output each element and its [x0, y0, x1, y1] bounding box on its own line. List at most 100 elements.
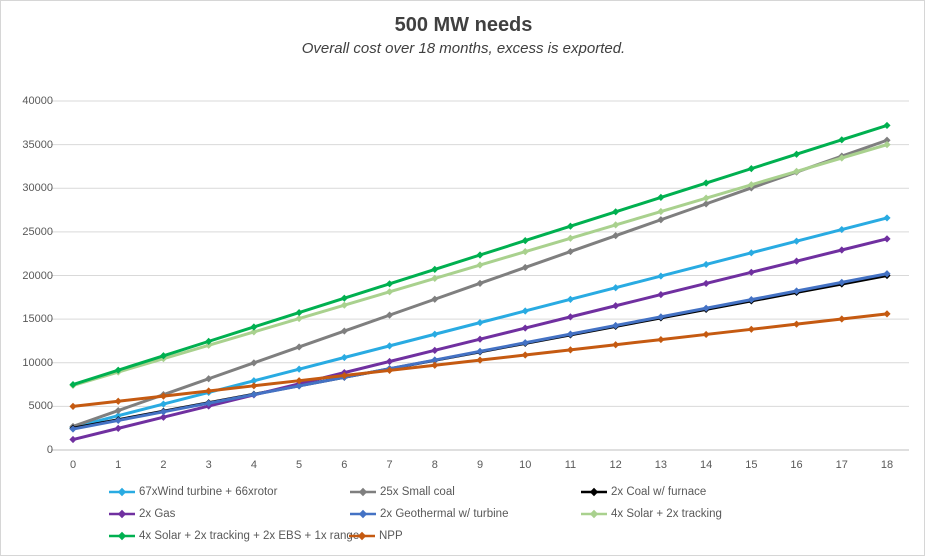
data-point-solar-tracking — [838, 154, 846, 162]
data-point-solar-ebs-range — [340, 294, 348, 302]
data-point-small-coal — [250, 359, 258, 367]
data-point-solar-ebs-range — [883, 121, 891, 130]
data-point-solar-ebs-range — [114, 366, 122, 374]
data-point-npp — [883, 310, 891, 318]
legend-item-solar-tracking: 4x Solar + 2x tracking — [581, 506, 722, 522]
data-point-small-coal — [883, 136, 891, 144]
chart-title: 500 MW needs — [394, 14, 533, 36]
x-tick-label: 5 — [296, 459, 303, 471]
data-point-solar-tracking — [431, 274, 439, 283]
data-point-wind-turbine — [566, 295, 575, 303]
data-point-solar-ebs-range — [205, 337, 213, 345]
data-point-small-coal — [340, 327, 348, 335]
data-point-wind-turbine — [838, 225, 846, 234]
x-tick-label: 17 — [835, 459, 848, 471]
data-point-solar-tracking — [566, 234, 575, 242]
data-point-solar-ebs-range — [838, 136, 846, 144]
legend-marker-coal-furnace — [581, 487, 607, 497]
y-tick-label: 20000 — [22, 269, 53, 282]
data-point-solar-tracking — [340, 301, 348, 309]
legend-label-solar-tracking: 4x Solar + 2x tracking — [611, 508, 722, 520]
y-tick-label: 25000 — [22, 225, 53, 238]
data-point-small-coal — [205, 375, 213, 383]
legend-marker-geothermal — [350, 509, 376, 519]
legend-marker-npp — [349, 531, 375, 541]
x-tick-label: 18 — [880, 459, 894, 471]
x-tick-label: 15 — [745, 459, 758, 471]
y-tick-label: 5000 — [28, 400, 53, 413]
data-point-wind-turbine — [431, 330, 439, 338]
legend-marker-small-coal — [350, 487, 376, 497]
data-point-solar-ebs-range — [250, 323, 258, 331]
data-point-solar-ebs-range — [295, 308, 303, 317]
x-tick-label: 8 — [431, 459, 438, 471]
x-tick-label: 9 — [476, 459, 484, 471]
data-point-geothermal — [747, 296, 755, 304]
x-tick-label: 10 — [519, 459, 532, 471]
legend-label-small-coal: 25x Small coal — [380, 486, 455, 498]
data-point-solar-ebs-range — [159, 352, 168, 360]
data-point-small-coal — [521, 263, 529, 272]
legend-label-wind-turbine: 67xWind turbine + 66xrotor — [139, 486, 278, 498]
data-point-gas — [476, 335, 484, 343]
data-point-geothermal — [431, 356, 439, 364]
series-markers-solar-ebs-range — [69, 121, 891, 389]
data-point-solar-ebs-range — [702, 179, 710, 187]
data-point-gas — [792, 257, 801, 265]
x-tick-label: 3 — [205, 459, 212, 471]
chart-subtitle: Overall cost over 18 months, excess is e… — [301, 40, 626, 57]
data-point-wind-turbine — [114, 412, 122, 420]
data-point-gas — [702, 279, 710, 288]
legend-item-small-coal: 25x Small coal — [350, 484, 455, 500]
data-point-gas — [747, 268, 755, 276]
data-point-npp — [69, 402, 77, 410]
data-point-solar-ebs-range — [521, 237, 529, 245]
data-point-npp — [159, 392, 168, 400]
data-point-solar-tracking — [792, 167, 801, 175]
data-point-solar-tracking — [476, 261, 484, 269]
data-point-wind-turbine — [159, 400, 168, 408]
data-point-npp — [385, 366, 394, 375]
data-point-solar-tracking — [657, 207, 665, 216]
data-point-gas — [159, 413, 168, 421]
data-point-geothermal — [114, 416, 122, 425]
data-point-geothermal — [205, 399, 213, 407]
data-point-npp — [702, 330, 710, 339]
data-point-solar-ebs-range — [69, 380, 77, 389]
data-point-gas — [657, 290, 665, 299]
data-point-wind-turbine — [883, 214, 891, 222]
data-point-geothermal — [702, 304, 710, 312]
data-point-solar-tracking — [747, 181, 755, 189]
data-point-solar-tracking — [612, 221, 620, 229]
data-point-wind-turbine — [250, 377, 258, 385]
x-tick-label: 16 — [790, 459, 803, 471]
data-point-small-coal — [476, 279, 484, 287]
x-tick-label: 7 — [386, 459, 393, 471]
x-tick-label: 14 — [699, 459, 713, 471]
legend-marker-gas — [109, 509, 135, 519]
data-point-wind-turbine — [657, 272, 665, 280]
x-tick-label: 0 — [69, 459, 77, 471]
x-tick-label: 1 — [115, 459, 122, 471]
data-point-wind-turbine — [702, 260, 710, 269]
legend-item-geothermal: 2x Geothermal w/ turbine — [350, 506, 508, 522]
data-point-geothermal — [250, 390, 258, 399]
data-point-wind-turbine — [792, 237, 801, 245]
legend-label-geothermal: 2x Geothermal w/ turbine — [380, 508, 509, 520]
legend-item-solar-ebs-range: 4x Solar + 2x tracking + 2x EBS + 1x ran… — [109, 528, 359, 544]
data-point-npp — [476, 356, 484, 364]
data-point-small-coal — [702, 200, 710, 208]
x-tick-label: 2 — [160, 459, 167, 471]
x-tick-label: 13 — [654, 459, 667, 471]
data-point-small-coal — [612, 232, 620, 240]
data-point-npp — [205, 387, 213, 395]
data-point-npp — [340, 371, 348, 380]
y-tick-label: 0 — [46, 444, 53, 456]
data-point-solar-tracking — [521, 248, 529, 256]
legend-label-gas: 2x Gas — [139, 508, 176, 520]
data-point-wind-turbine — [747, 249, 755, 257]
data-point-wind-turbine — [521, 307, 529, 315]
data-point-solar-ebs-range — [747, 165, 755, 173]
data-point-npp — [792, 320, 801, 328]
data-point-gas — [431, 346, 439, 354]
